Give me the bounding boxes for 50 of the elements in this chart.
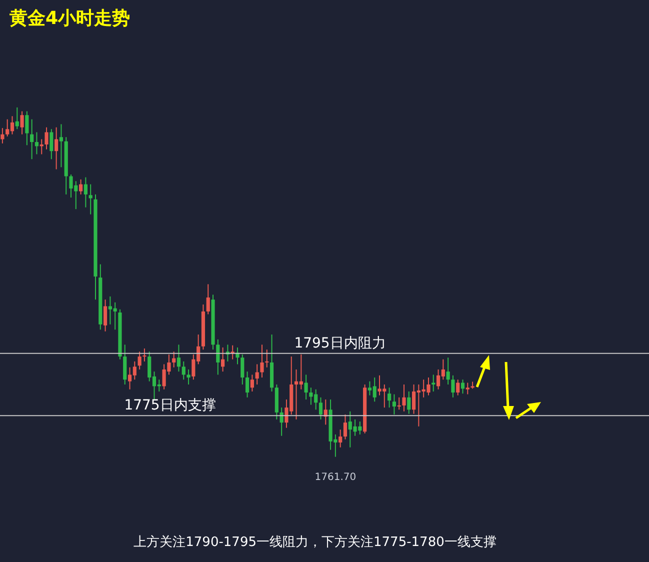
candlestick: [318, 396, 323, 420]
candlestick: [88, 184, 92, 215]
candlestick: [15, 106, 19, 130]
candlestick: [20, 110, 24, 135]
candlestick: [44, 126, 48, 150]
candlestick: [142, 348, 146, 362]
candlestick: [397, 396, 401, 410]
candlestick: [84, 176, 88, 208]
candlestick: [0, 128, 4, 144]
candlestick: [221, 346, 225, 372]
candlestick: [343, 414, 348, 440]
candlestick: [172, 351, 176, 368]
candlestick: [186, 368, 190, 385]
candlestick: [446, 357, 450, 385]
candlestick: [30, 118, 34, 160]
candlestick: [388, 387, 392, 408]
candlestick: [50, 128, 54, 160]
candlestick: [103, 299, 108, 332]
candlestick: [456, 379, 460, 396]
chart-title: 黄金4小时走势: [8, 8, 130, 29]
candlestick: [54, 126, 58, 170]
text: 上方关注1790-1795一线阻力，下方关注1775-1780一线支撑: [134, 534, 496, 550]
candlestick: [79, 178, 83, 195]
candlestick: [206, 284, 210, 315]
ref-line-label: 1795日内阻力: [294, 335, 386, 352]
candlestick: [182, 360, 186, 380]
candlestick: [138, 351, 142, 370]
candlestick: [250, 374, 254, 392]
candlestick: [59, 124, 64, 168]
candlestick: [392, 394, 396, 416]
candlestick: [304, 374, 308, 400]
ref-line-label: 1775日内支撑: [124, 398, 216, 414]
candlestick: [407, 390, 411, 414]
candlestick: [338, 429, 342, 448]
candlestick: [265, 349, 269, 368]
candlestick: [432, 374, 436, 392]
candlestick: [260, 344, 264, 378]
candlestick: [123, 344, 127, 385]
candlestick: [460, 379, 465, 394]
candlestick: [402, 384, 406, 412]
candlestick: [255, 364, 259, 385]
candlestick: [34, 132, 39, 155]
candlestick: [245, 371, 250, 398]
candlestick: [25, 110, 29, 146]
annotation: 1761.70: [314, 472, 356, 483]
candlestick: [466, 382, 470, 395]
candlestick: [240, 354, 244, 385]
candlestick: [451, 374, 455, 398]
candlestick: [176, 344, 181, 372]
candlestick: [216, 338, 220, 376]
